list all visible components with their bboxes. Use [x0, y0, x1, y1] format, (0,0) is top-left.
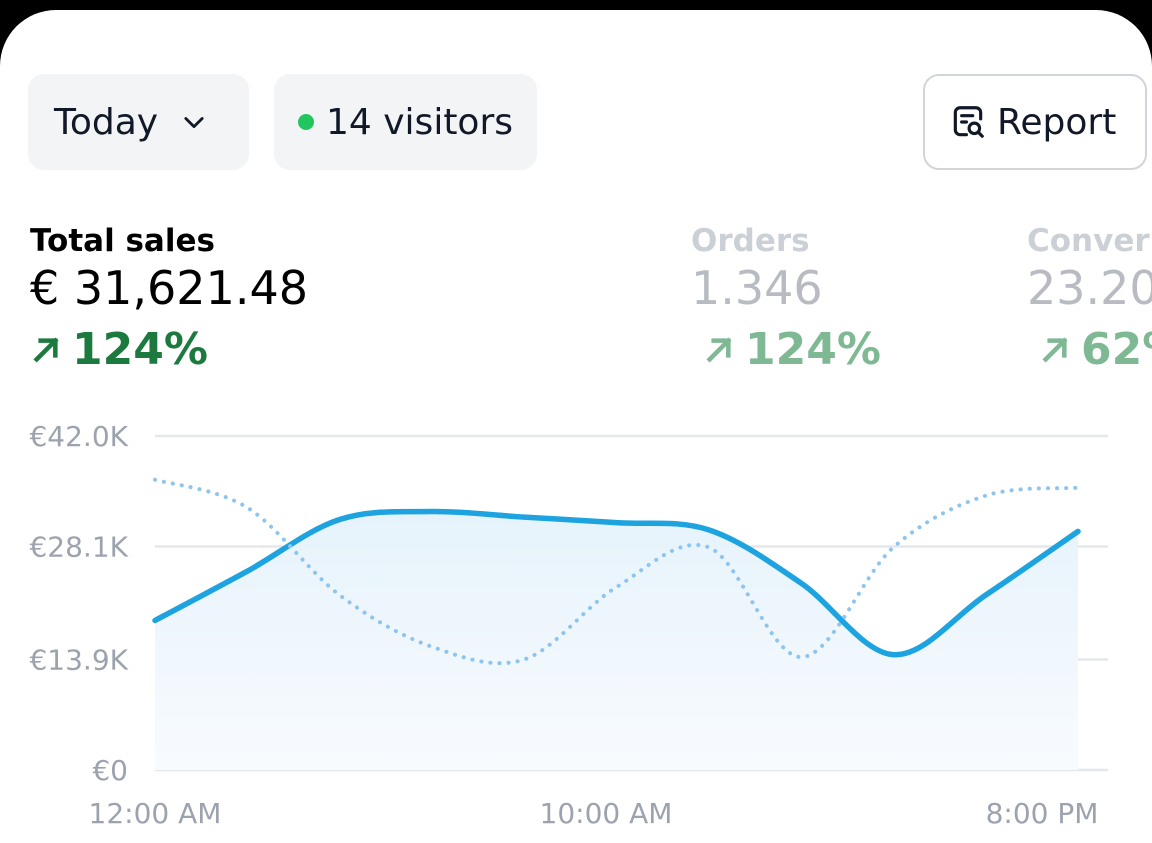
- report-label: Report: [997, 101, 1117, 143]
- metric-delta: 62%: [1039, 320, 1152, 380]
- live-visitors-badge[interactable]: 14 visitors: [274, 74, 537, 170]
- metric-delta-value: 124%: [745, 324, 881, 375]
- period-label: Today: [54, 101, 159, 143]
- x-tick-label: 12:00 AM: [89, 797, 222, 830]
- series-line-current: [152, 508, 1081, 658]
- metric-delta-value: 62%: [1081, 324, 1152, 375]
- arrow-up-right-icon: [33, 337, 59, 363]
- metric-label: Conver: [1027, 223, 1150, 259]
- arrow-up-right-icon: [1042, 337, 1068, 363]
- metric-value: € 31,621.48: [30, 261, 308, 315]
- metric-conversion[interactable]: Conver 23.20 62%: [1027, 222, 1152, 380]
- chevron-down-icon: [184, 117, 204, 129]
- metric-delta-value: 124%: [72, 324, 208, 375]
- metric-label: Total sales: [30, 223, 215, 259]
- y-tick-label: €13.9K: [29, 643, 128, 676]
- report-button[interactable]: Report: [923, 74, 1147, 170]
- visitors-label: 14 visitors: [326, 101, 514, 143]
- metric-delta: 124%: [703, 320, 881, 380]
- metric-value: 23.20: [1027, 261, 1152, 315]
- x-tick-label: 8:00 PM: [986, 797, 1099, 830]
- arrow-up-right-icon: [706, 337, 732, 363]
- y-tick-label: €42.0K: [29, 420, 128, 453]
- y-tick-label: €0: [92, 754, 128, 787]
- metric-orders[interactable]: Orders 1.346 124%: [691, 222, 881, 380]
- metric-value: 1.346: [691, 261, 823, 315]
- metric-delta: 124%: [30, 320, 308, 380]
- y-tick-label: €28.1K: [29, 531, 128, 564]
- live-dot-icon: [298, 114, 314, 130]
- period-dropdown[interactable]: Today: [28, 74, 249, 170]
- report-search-icon: [953, 106, 984, 138]
- metric-label: Orders: [691, 223, 810, 259]
- metric-total-sales[interactable]: Total sales € 31,621.48 124%: [30, 222, 308, 380]
- x-tick-label: 10:00 AM: [540, 797, 673, 830]
- series-area: [155, 511, 1078, 770]
